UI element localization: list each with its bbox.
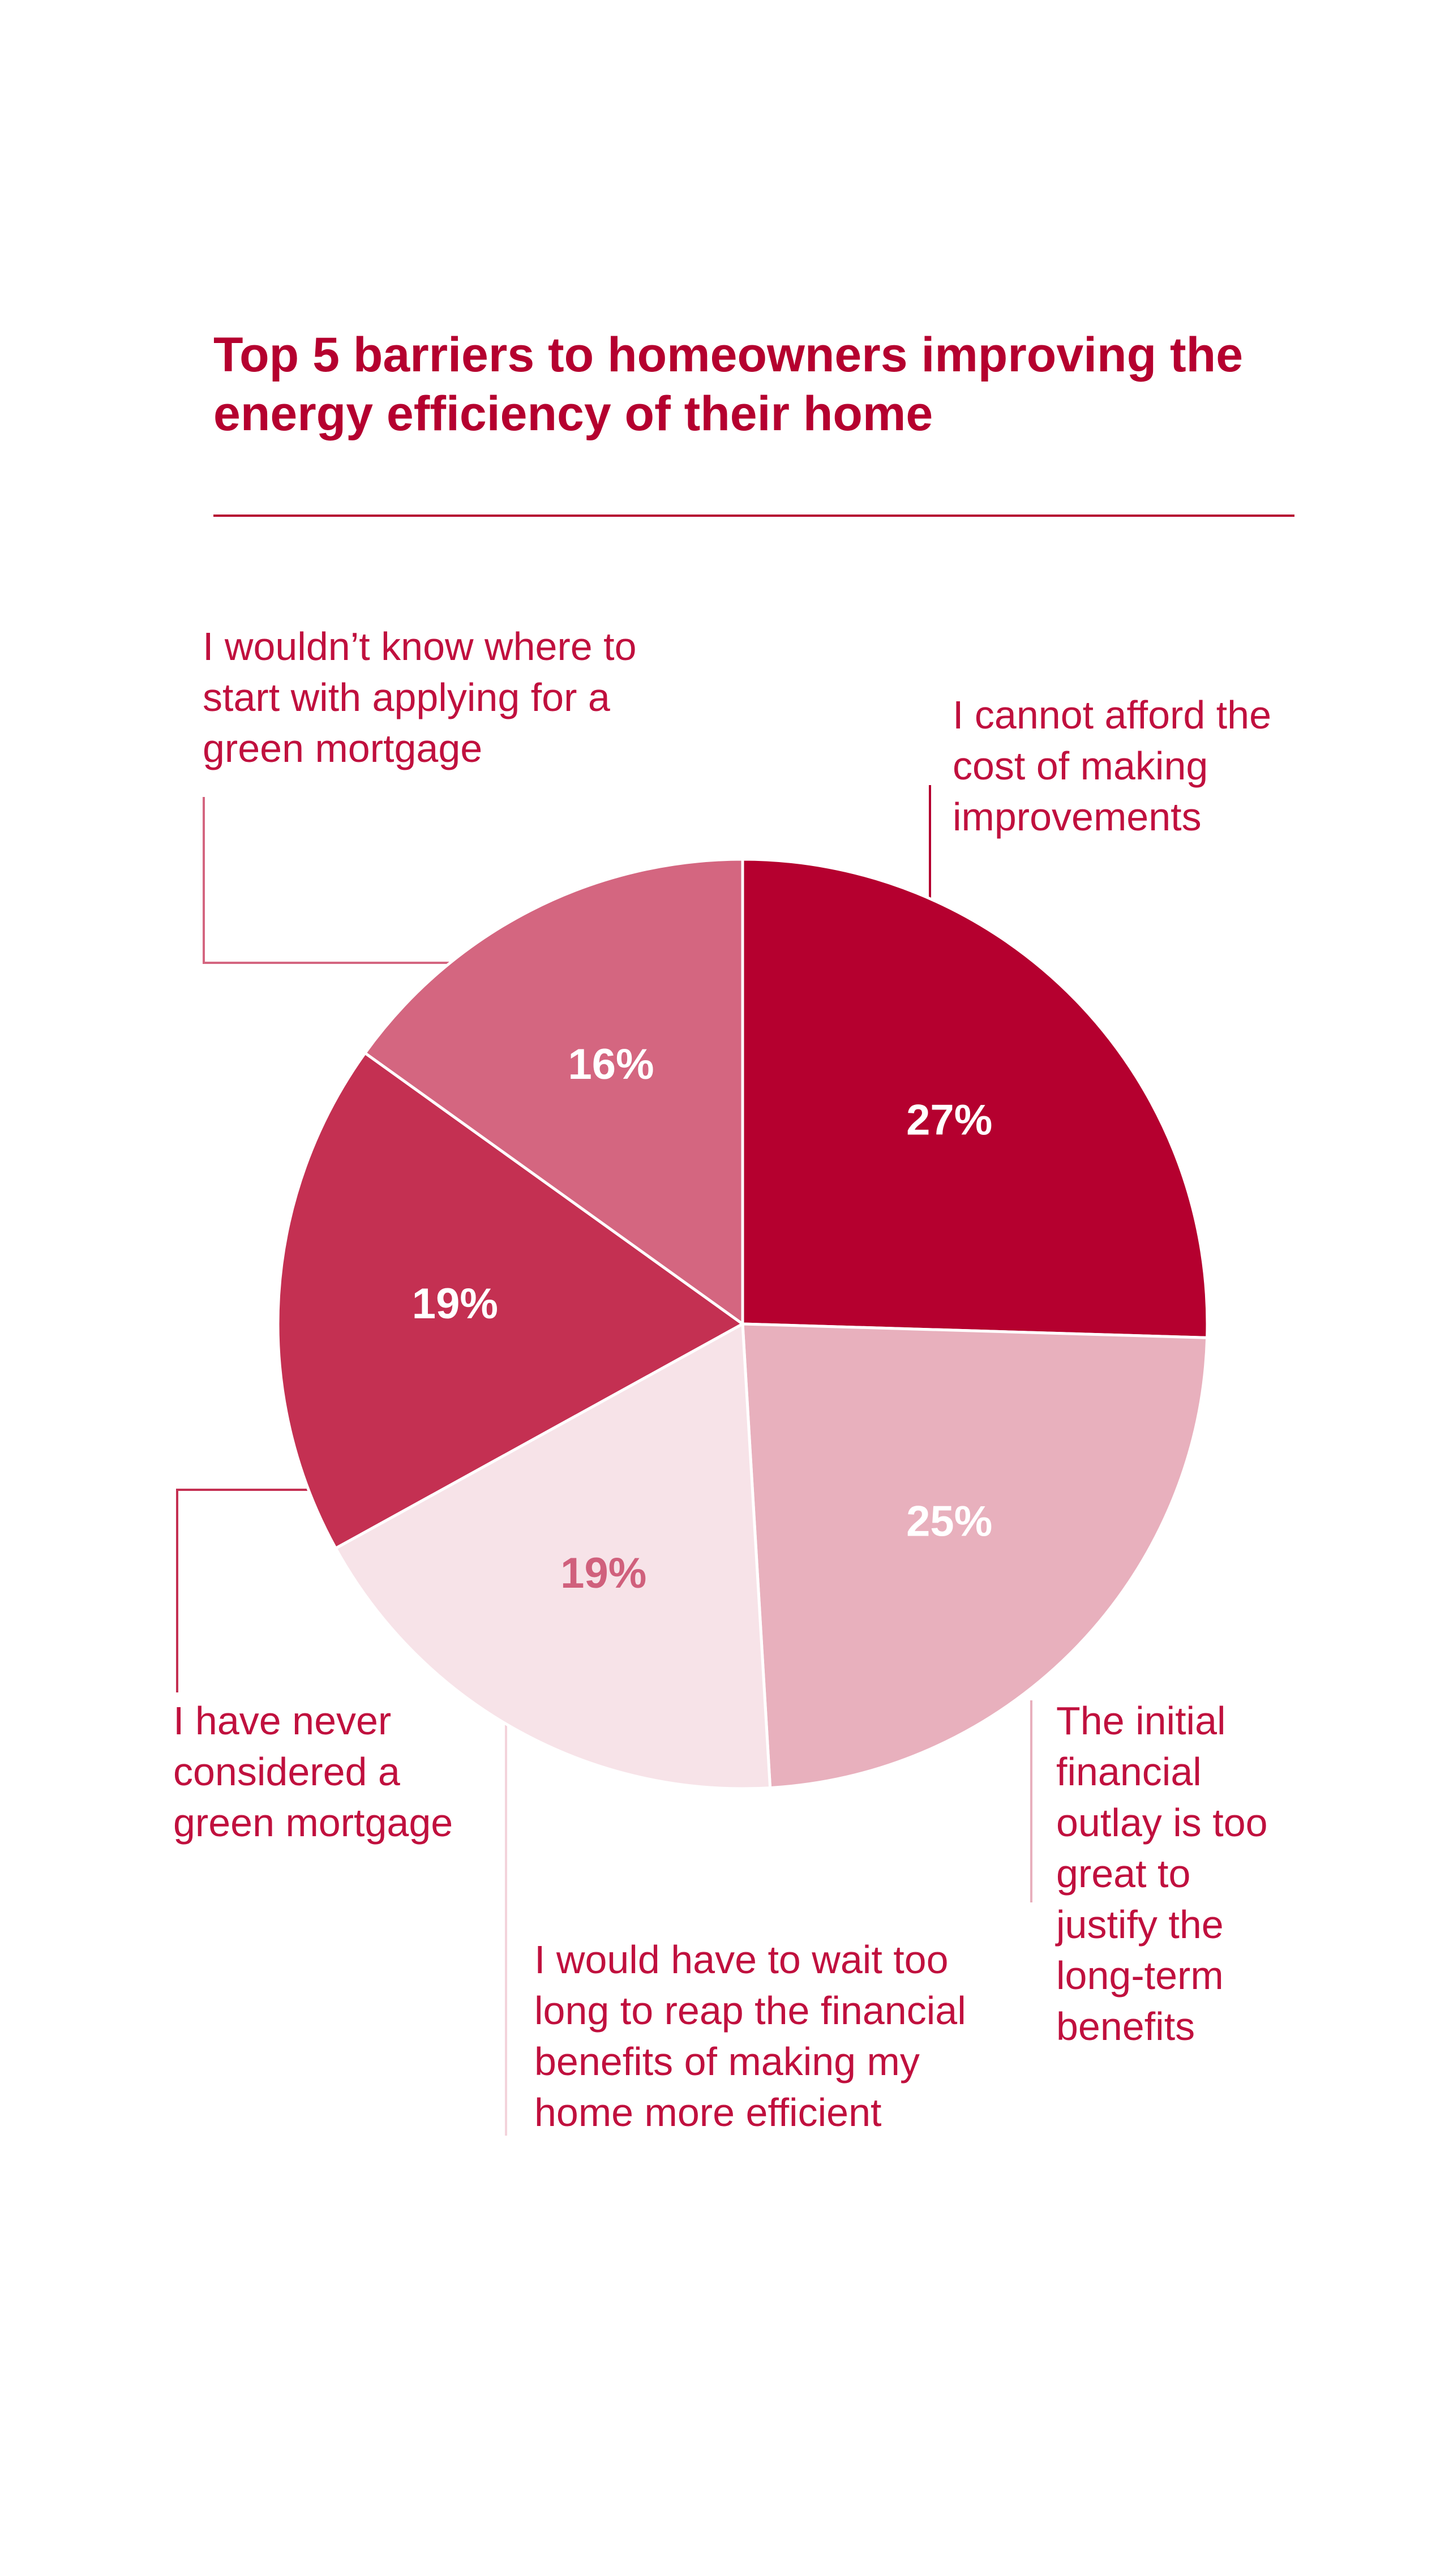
pie-slice <box>741 858 1209 1339</box>
value-label: 19% <box>412 1280 498 1328</box>
value-label: 27% <box>906 1096 992 1145</box>
slice-label: The initial financial outlay is too grea… <box>1056 1699 1268 2048</box>
pie-slice <box>741 1322 1209 1790</box>
slice-label: I cannot afford the cost of making impro… <box>953 693 1272 839</box>
leader-line <box>203 797 457 964</box>
pie-slice <box>333 1321 772 1790</box>
leader-lines <box>176 785 1032 2136</box>
leader-line <box>176 1489 309 1692</box>
slice-label: I have never considered a green mortgage <box>173 1699 453 1845</box>
slice-label: I would have to wait too long to reap th… <box>534 1938 966 2134</box>
value-label: 19% <box>560 1549 646 1597</box>
pie-slice <box>276 1051 745 1550</box>
slice-label: I wouldn’t know where to start with appl… <box>203 624 637 770</box>
value-label: 25% <box>906 1498 992 1546</box>
chart-title: Top 5 barriers to homeowners improving t… <box>213 328 1244 441</box>
pie-slice <box>363 858 744 1327</box>
value-label: 16% <box>568 1040 654 1088</box>
